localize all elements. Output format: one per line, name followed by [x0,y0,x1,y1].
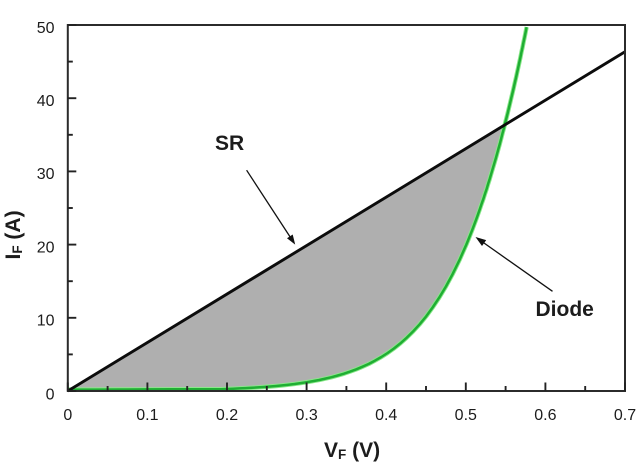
svg-text:0.6: 0.6 [534,407,556,424]
svg-text:0.5: 0.5 [455,407,477,424]
svg-text:SR: SR [215,132,244,155]
svg-text:0.1: 0.1 [136,407,158,424]
svg-text:30: 30 [37,166,55,183]
svg-text:0.2: 0.2 [216,407,238,424]
svg-text:0: 0 [63,407,72,424]
svg-text:VF (V): VF (V) [324,439,380,462]
svg-text:50: 50 [37,20,55,37]
svg-text:40: 40 [37,93,55,110]
svg-text:0.4: 0.4 [375,407,397,424]
svg-text:10: 10 [37,313,55,330]
svg-text:0.3: 0.3 [295,407,317,424]
svg-text:Diode: Diode [536,298,594,321]
svg-text:0: 0 [46,387,55,404]
svg-text:0.7: 0.7 [614,407,636,424]
svg-text:20: 20 [37,239,55,256]
